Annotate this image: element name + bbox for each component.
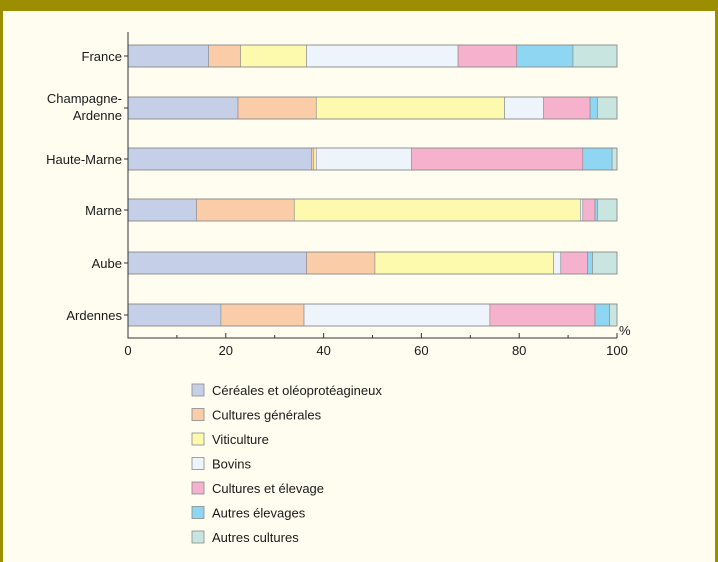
bar-segment [311, 147, 315, 171]
bar-segment [240, 44, 307, 68]
bar-segment [582, 147, 613, 171]
bar-segment [237, 96, 317, 120]
legend-label: Cultures et élevage [212, 481, 324, 496]
legend-label: Cultures générales [212, 408, 322, 423]
bar-segment [306, 44, 459, 68]
category-label: Marne [85, 203, 122, 218]
legend-label: Céréales et oléoprotéagineux [212, 383, 382, 398]
x-tick-label: 100 [606, 343, 628, 358]
bar-segment [208, 44, 241, 68]
x-tick-label: 60 [414, 343, 428, 358]
bar-segment [609, 303, 618, 327]
bar-segment [594, 198, 598, 222]
axes-layer: France Champagne-Ardenne Haute-Marne Marne A… [46, 32, 631, 358]
bar-segment [572, 44, 618, 68]
bar-segment [315, 96, 505, 120]
legend-swatch [191, 408, 205, 421]
bar-segment [489, 303, 596, 327]
bar-segment [597, 198, 618, 222]
bar-segment [127, 251, 307, 275]
legend-swatch [191, 530, 205, 544]
bar-segment [553, 251, 562, 275]
bars-layer [127, 44, 618, 327]
category-label: Aube [92, 256, 122, 271]
legend-swatch [191, 506, 205, 519]
x-tick-label: 20 [219, 343, 233, 358]
category-label: Ardennes [66, 308, 122, 323]
category-label: Haute-Marne [46, 152, 122, 167]
x-tick-label: 0 [124, 343, 131, 358]
bar-segment [543, 96, 591, 120]
bar-segment [303, 303, 491, 327]
legend-label: Viticulture [212, 432, 269, 447]
legend-swatch [191, 481, 205, 495]
bar-segment [580, 198, 584, 222]
x-tick-label: 40 [316, 343, 330, 358]
legend-swatch [191, 457, 205, 470]
bar-segment [374, 251, 554, 275]
bar-segment [611, 147, 618, 171]
bar-segment [589, 96, 598, 120]
bar-segment [587, 251, 593, 275]
bar-segment [597, 96, 618, 120]
bar-segment [592, 251, 618, 275]
legend-label: Autres cultures [212, 530, 299, 545]
legend-label: Autres élevages [212, 506, 306, 521]
bar-segment [127, 147, 312, 171]
bar-segment [196, 198, 295, 222]
category-label: France [82, 49, 122, 64]
bar-segment [315, 147, 412, 171]
bar-segment [313, 147, 317, 171]
bar-segment [220, 303, 305, 327]
bar-segment [516, 44, 574, 68]
legend-swatch [191, 383, 205, 397]
bar-segment [594, 303, 610, 327]
bar-segment [560, 251, 588, 275]
bar-segment [127, 198, 197, 222]
bar-segment [411, 147, 584, 171]
bar-segment [127, 303, 222, 327]
bar-segment [306, 251, 376, 275]
x-tick-label: 80 [512, 343, 526, 358]
category-label: Champagne-Ardenne [47, 91, 122, 123]
legend: Céréales et oléoprotéagineux Cultures gén… [191, 383, 382, 545]
legend-label: Bovins [212, 457, 252, 472]
x-unit-label: % [619, 323, 631, 338]
bar-segment [582, 198, 596, 222]
legend-swatch [191, 432, 205, 446]
bar-segment [127, 44, 209, 68]
bar-segment [457, 44, 518, 68]
bar-segment [293, 198, 581, 222]
bar-segment [127, 96, 239, 120]
bar-segment [504, 96, 544, 120]
